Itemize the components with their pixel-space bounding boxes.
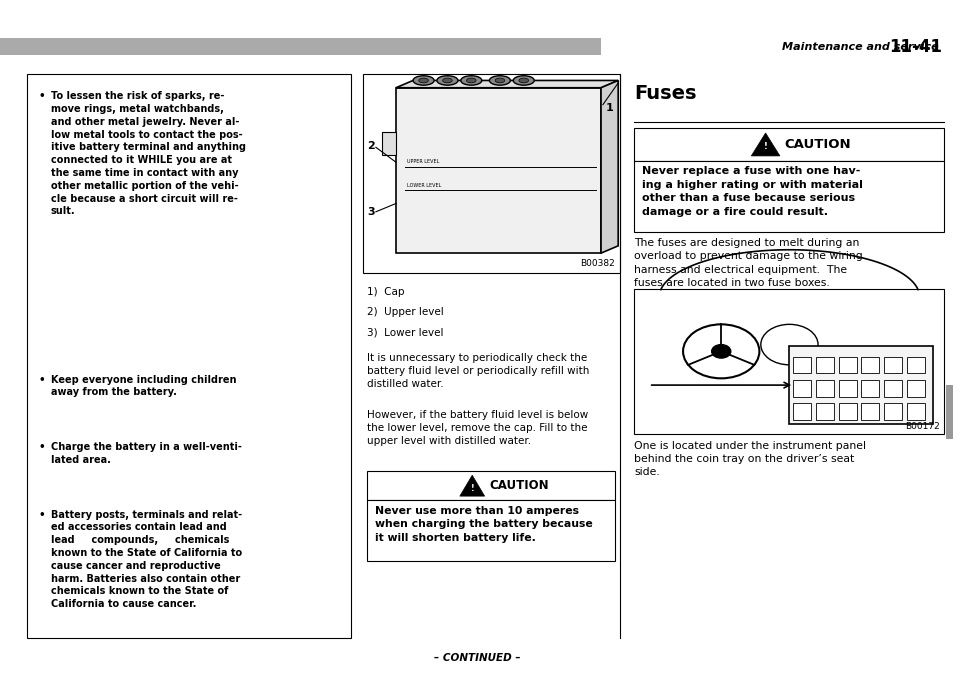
Ellipse shape — [466, 78, 476, 83]
Text: 2)  Upper level: 2) Upper level — [367, 307, 443, 317]
Text: UPPER LEVEL: UPPER LEVEL — [407, 159, 439, 165]
Bar — [905, 403, 923, 420]
Text: Maintenance and service: Maintenance and service — [781, 43, 938, 52]
Bar — [362, 74, 619, 273]
Text: 1)  Cap: 1) Cap — [367, 287, 404, 297]
Text: It is unnecessary to periodically check the
battery fluid level or periodically : It is unnecessary to periodically check … — [367, 353, 589, 389]
Bar — [882, 357, 901, 373]
Ellipse shape — [418, 78, 428, 83]
Bar — [0, 38, 600, 55]
Bar — [367, 471, 615, 500]
Bar — [861, 403, 879, 420]
Bar — [27, 74, 351, 638]
Ellipse shape — [413, 76, 434, 85]
Bar — [861, 357, 879, 373]
Bar — [395, 88, 600, 253]
Text: 3)  Lower level: 3) Lower level — [367, 327, 443, 338]
Text: The fuses are designed to melt during an
overload to prevent damage to the wirin: The fuses are designed to melt during an… — [634, 238, 862, 288]
Ellipse shape — [495, 78, 504, 83]
Bar — [634, 161, 943, 232]
Ellipse shape — [513, 76, 534, 85]
Text: !: ! — [762, 142, 767, 151]
Text: LOWER LEVEL: LOWER LEVEL — [407, 182, 441, 188]
Bar — [634, 289, 943, 434]
Ellipse shape — [489, 76, 510, 85]
Bar — [838, 357, 856, 373]
Text: CAUTION: CAUTION — [489, 479, 549, 492]
Text: 2: 2 — [367, 140, 375, 151]
Text: 1: 1 — [605, 103, 613, 113]
Text: Fuses: Fuses — [634, 84, 697, 103]
Polygon shape — [750, 133, 779, 156]
Text: •: • — [38, 510, 45, 520]
Text: To lessen the risk of sparks, re-
move rings, metal watchbands,
and other metal : To lessen the risk of sparks, re- move r… — [51, 91, 245, 216]
Text: 11-41: 11-41 — [888, 38, 942, 56]
Text: B00172: B00172 — [904, 422, 939, 431]
Bar — [861, 380, 879, 397]
Text: Never replace a fuse with one hav-
ing a higher rating or with material
other th: Never replace a fuse with one hav- ing a… — [641, 166, 862, 217]
Text: •: • — [38, 375, 45, 385]
Bar — [381, 132, 395, 155]
Bar — [634, 128, 943, 161]
Bar — [793, 403, 810, 420]
Text: 3: 3 — [367, 207, 375, 217]
Bar — [905, 380, 923, 397]
Text: CAUTION: CAUTION — [783, 138, 850, 151]
Text: •: • — [38, 442, 45, 452]
Ellipse shape — [442, 78, 452, 83]
Polygon shape — [600, 80, 618, 253]
Bar — [815, 357, 833, 373]
Bar — [793, 380, 810, 397]
Bar — [367, 500, 615, 561]
Text: B00382: B00382 — [580, 259, 615, 268]
Text: – CONTINUED –: – CONTINUED – — [434, 653, 519, 663]
Polygon shape — [459, 475, 484, 496]
Circle shape — [711, 344, 730, 358]
Text: Keep everyone including children
away from the battery.: Keep everyone including children away fr… — [51, 375, 235, 398]
Bar — [945, 385, 953, 439]
Bar — [882, 380, 901, 397]
Bar — [905, 357, 923, 373]
Text: One is located under the instrument panel
behind the coin tray on the driver’s s: One is located under the instrument pane… — [634, 441, 865, 477]
Text: Battery posts, terminals and relat-
ed accessories contain lead and
lead     com: Battery posts, terminals and relat- ed a… — [51, 510, 241, 610]
Bar — [815, 403, 833, 420]
Text: •: • — [38, 91, 45, 101]
Bar — [838, 403, 856, 420]
Text: However, if the battery fluid level is below
the lower level, remove the cap. Fi: However, if the battery fluid level is b… — [367, 410, 588, 446]
Bar — [793, 357, 810, 373]
Bar — [815, 380, 833, 397]
Ellipse shape — [436, 76, 457, 85]
Text: !: ! — [470, 484, 474, 493]
Ellipse shape — [518, 78, 528, 83]
Bar — [882, 403, 901, 420]
Polygon shape — [395, 80, 618, 88]
Text: Charge the battery in a well-venti-
lated area.: Charge the battery in a well-venti- late… — [51, 442, 241, 465]
Bar — [838, 380, 856, 397]
Text: Never use more than 10 amperes
when charging the battery because
it will shorten: Never use more than 10 amperes when char… — [375, 506, 592, 543]
Ellipse shape — [460, 76, 481, 85]
Bar — [789, 346, 932, 424]
